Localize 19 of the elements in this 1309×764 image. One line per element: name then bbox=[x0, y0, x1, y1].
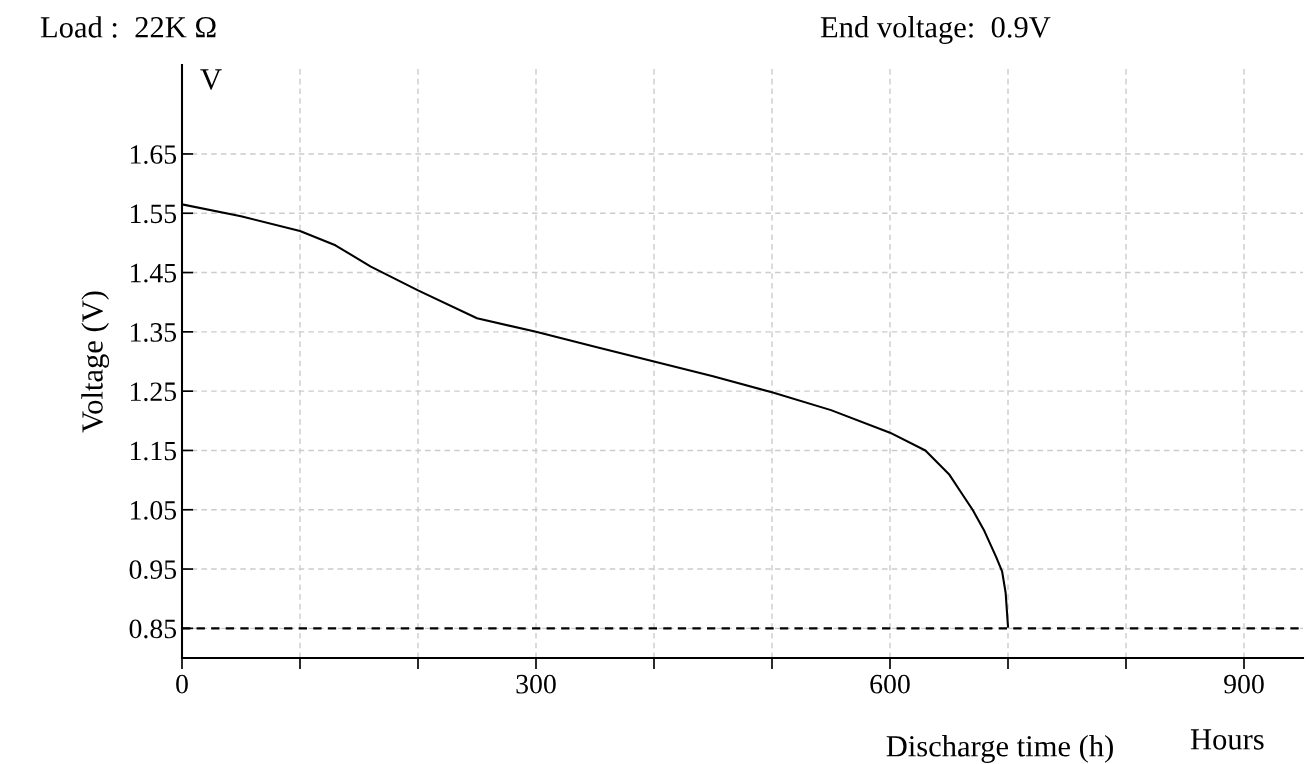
y-axis-title: Voltage (V) bbox=[81, 291, 110, 433]
x-axis-title: Discharge time (h) bbox=[886, 735, 1113, 763]
y-tick-label: 1.15 bbox=[130, 441, 177, 461]
y-tick-label: 1.25 bbox=[130, 382, 177, 402]
y-tick-label: 1.05 bbox=[130, 500, 177, 520]
x-tick-label: 0 bbox=[176, 674, 188, 694]
y-tick-label: 1.45 bbox=[130, 263, 177, 283]
text: Load : 22K Ω bbox=[40, 16, 216, 38]
y-tick-label: 1.35 bbox=[130, 323, 177, 342]
x-tick-label: 900 bbox=[1224, 674, 1264, 694]
x-tick-label: 600 bbox=[870, 674, 910, 694]
text: Hours bbox=[1190, 729, 1264, 750]
y-tick-label: 1.55 bbox=[130, 204, 177, 224]
x-tick-label: 300 bbox=[516, 674, 556, 694]
y-tick-label: 0.85 bbox=[129, 619, 177, 639]
y-tick-label: 0.95 bbox=[129, 560, 177, 580]
y-tick-label: 1.65 bbox=[130, 145, 177, 164]
annotation: V bbox=[200, 69, 222, 90]
text: End voltage: 0.9V bbox=[820, 16, 1051, 44]
